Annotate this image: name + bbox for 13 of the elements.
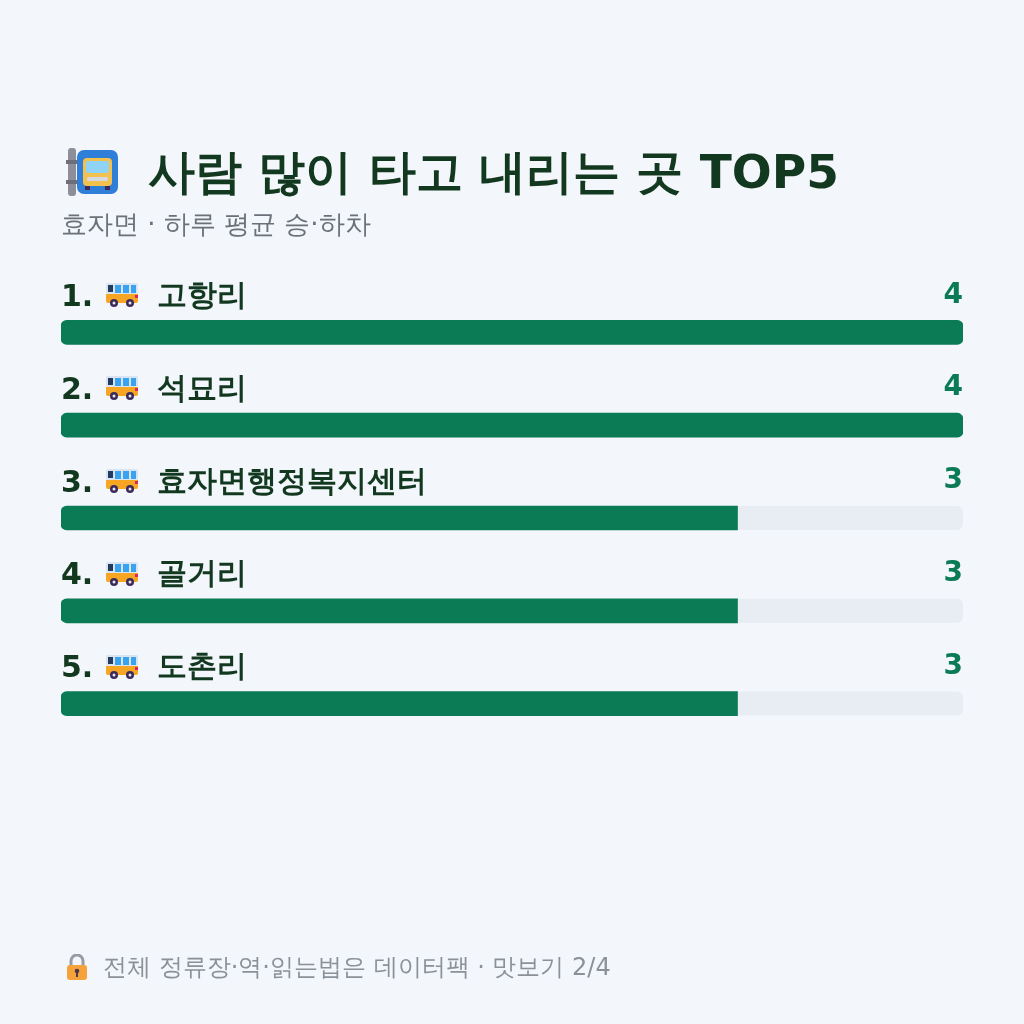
text: 전체 정류장·역·읽는법은 데이터팩 · 맛보기 2/4 bbox=[103, 952, 611, 983]
data-label: 3 bbox=[943, 555, 963, 589]
category-label: 4. 골거리 bbox=[61, 555, 248, 592]
data-label: 3 bbox=[943, 462, 963, 496]
chart-title: 사람 많이 타고 내리는 곳 TOP5 bbox=[148, 144, 839, 200]
category-label: 1. 고항리 bbox=[61, 276, 248, 313]
category-label: 3. 효자면행정복지센터 bbox=[61, 462, 428, 499]
category-label: 5. 도촌리 bbox=[61, 648, 248, 685]
data-label: 4 bbox=[943, 369, 963, 403]
data-label: 3 bbox=[943, 647, 963, 681]
data-label: 4 bbox=[943, 276, 963, 310]
category-label: 2. 석묘리 bbox=[61, 369, 248, 406]
chart-subtitle: 효자면 · 하루 평균 승·하차 bbox=[61, 208, 371, 241]
